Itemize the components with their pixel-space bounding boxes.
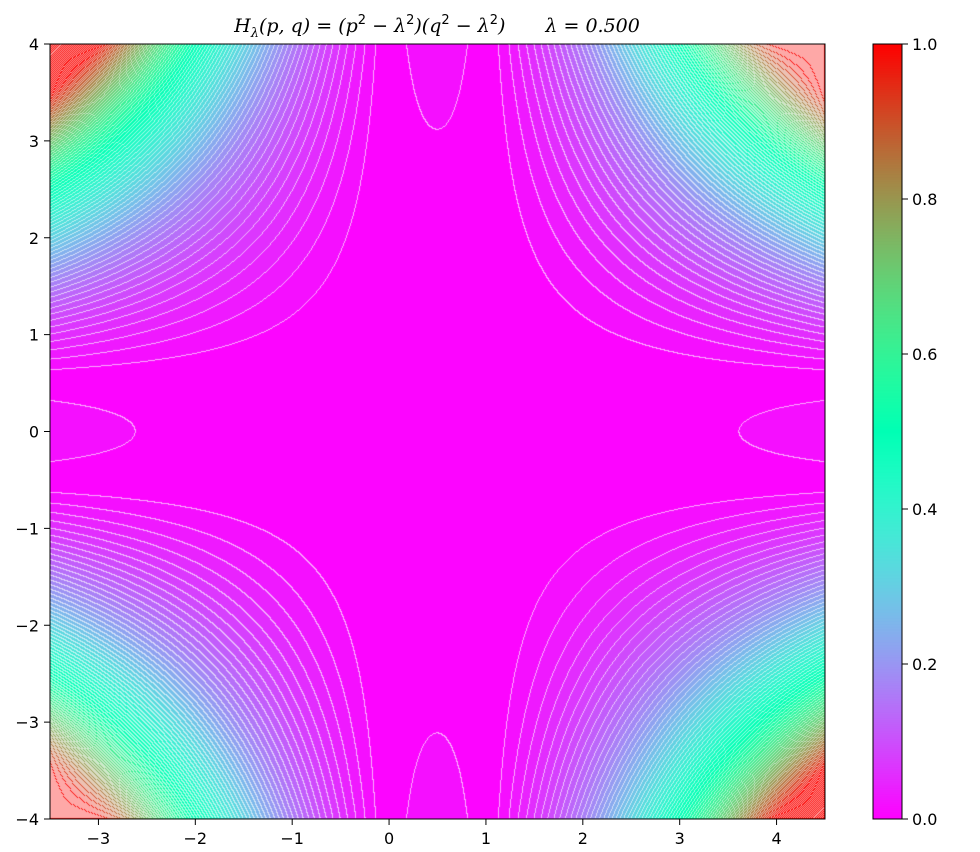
x-tick-label: 4 xyxy=(771,829,781,848)
x-tick-label: −3 xyxy=(87,829,111,848)
x-tick-label: 2 xyxy=(578,829,588,848)
y-tick-label: −2 xyxy=(15,616,39,635)
colorbar-tick-label: 0.2 xyxy=(912,655,937,674)
colorbar-tick-label: 0.6 xyxy=(912,345,937,364)
x-tick-label: 3 xyxy=(675,829,685,848)
x-tick-label: 1 xyxy=(481,829,491,848)
chart-title: Hλ(p, q) = (p2 − λ2)(q2 − λ2) λ = 0.500 xyxy=(233,13,640,41)
y-tick-label: 1 xyxy=(29,326,39,345)
y-tick-label: 2 xyxy=(29,229,39,248)
colorbar-axis: 1.0 0.8 0.6 0.4 0.2 0.0 xyxy=(902,35,937,829)
y-tick-label: −3 xyxy=(15,713,39,732)
colorbar-tick-label: 1.0 xyxy=(912,35,937,54)
y-axis: 4 3 2 1 0 −1 −2 −3 −4 xyxy=(15,35,50,829)
x-tick-label: 0 xyxy=(384,829,394,848)
colorbar-tick-label: 0.4 xyxy=(912,500,937,519)
contour-plot xyxy=(50,44,825,819)
colorbar-tick-label: 0.0 xyxy=(912,810,937,829)
colorbar-frame xyxy=(872,43,903,820)
y-tick-label: 0 xyxy=(29,423,39,442)
y-tick-label: −4 xyxy=(15,810,39,829)
x-tick-label: −1 xyxy=(280,829,304,848)
y-tick-label: −1 xyxy=(15,519,39,538)
y-tick-label: 3 xyxy=(29,132,39,151)
y-tick-label: 4 xyxy=(29,35,39,54)
x-tick-label: −2 xyxy=(184,829,208,848)
colorbar xyxy=(873,44,902,819)
x-axis: −3 −2 −1 0 1 2 3 4 xyxy=(87,819,782,848)
plot-frame xyxy=(49,43,826,820)
colorbar-tick-label: 0.8 xyxy=(912,190,937,209)
